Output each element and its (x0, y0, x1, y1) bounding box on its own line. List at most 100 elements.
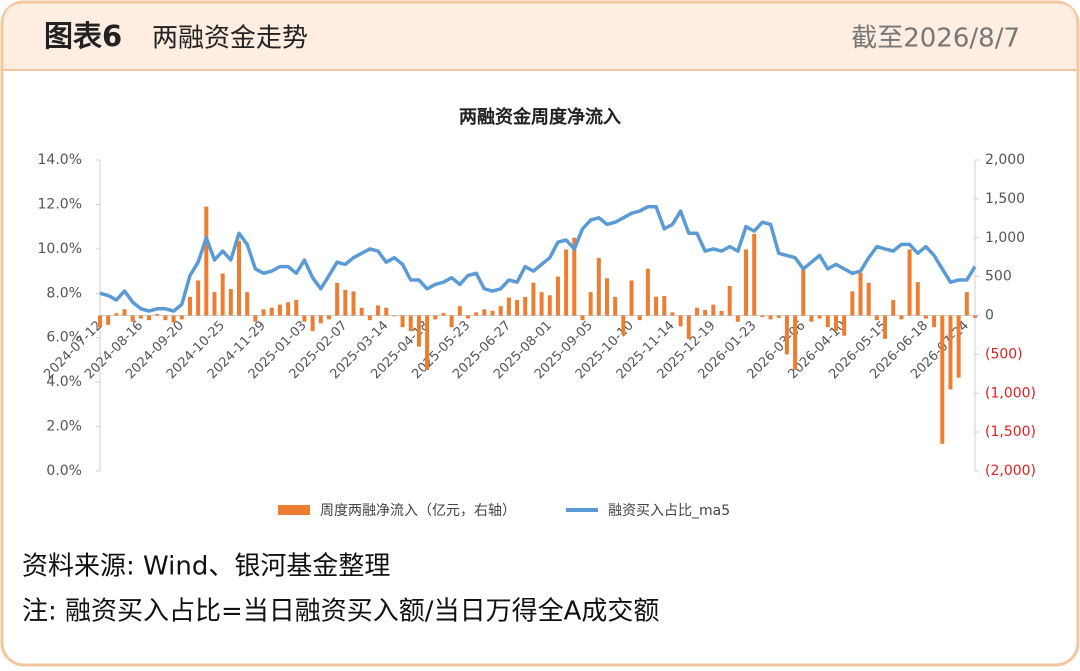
bar (973, 315, 977, 318)
bar (474, 312, 479, 316)
bar (163, 315, 168, 321)
bar (531, 282, 536, 316)
bar (588, 292, 593, 316)
bar (286, 302, 291, 316)
bar (956, 315, 961, 378)
header-date: 截至2026/8/7 (851, 24, 1020, 54)
bar (686, 315, 691, 339)
source-note: 资料来源: Wind、银河基金整理 (22, 552, 390, 582)
bar (98, 315, 102, 328)
bar (850, 291, 855, 316)
definition-note: 注: 融资买入占比=当日融资买入额/当日万得全A成交额 (22, 597, 659, 627)
bar (367, 315, 372, 321)
bar (253, 315, 258, 322)
bar (883, 315, 888, 339)
y-tick-label: 12.0% (38, 196, 82, 212)
y2-tick-label: 0 (985, 308, 994, 324)
bar (801, 268, 806, 316)
bar (106, 315, 111, 325)
bar (187, 296, 192, 316)
bar (539, 292, 544, 316)
bar (114, 313, 119, 316)
bar (155, 313, 160, 316)
y2-tick-label: (2,000) (985, 463, 1036, 479)
bar (629, 280, 634, 316)
bar (842, 315, 847, 336)
bar (654, 296, 659, 316)
bar (719, 310, 724, 316)
bar (326, 315, 331, 320)
bar (932, 315, 937, 328)
bar (694, 307, 699, 316)
line (99, 204, 977, 313)
bar (703, 310, 708, 316)
header-title: 两融资金走势 (152, 24, 308, 54)
bar (670, 312, 675, 316)
y-tick-label: 6.0% (46, 330, 82, 346)
y2-tick-label: (500) (985, 346, 1023, 362)
y-tick-label: 0.0% (46, 463, 82, 479)
bar (384, 307, 389, 316)
legend-swatch (278, 505, 310, 515)
bar (465, 315, 470, 319)
bar (515, 299, 520, 316)
bar (874, 315, 879, 321)
bar (400, 315, 405, 328)
bar (784, 315, 789, 355)
bar (269, 307, 274, 316)
bar (923, 315, 928, 319)
bar (744, 249, 749, 316)
legend-label: 融资买入占比_ma5 (608, 503, 730, 519)
bar (809, 315, 814, 322)
bar (711, 304, 716, 316)
bar (245, 292, 250, 316)
bar (866, 282, 871, 316)
bar (523, 296, 528, 316)
bar (637, 315, 642, 321)
bar (449, 315, 454, 328)
bar (833, 315, 838, 332)
bar (768, 315, 773, 320)
y-tick-label: 14.0% (38, 152, 82, 168)
bar (899, 315, 904, 320)
bar (596, 257, 601, 316)
y2-tick-label: (1,500) (985, 424, 1036, 440)
bar (130, 315, 135, 322)
bar (343, 289, 348, 316)
y2-tick-label: 500 (985, 269, 1012, 285)
bar (416, 315, 421, 347)
figure-number: 图表6 (44, 19, 122, 53)
bar (580, 315, 585, 321)
bar (441, 313, 446, 316)
y2-tick-label: (1,000) (985, 385, 1036, 401)
bar (907, 249, 912, 316)
bar (964, 292, 969, 316)
bar (490, 310, 495, 316)
bar (433, 315, 438, 320)
y-tick-label: 4.0% (46, 374, 82, 390)
bar (793, 315, 798, 370)
bar (359, 307, 364, 316)
bar (564, 249, 569, 316)
bar (147, 315, 152, 321)
bar (212, 292, 217, 316)
bar (376, 305, 381, 316)
bar (506, 297, 511, 316)
bar (735, 315, 740, 322)
bar (572, 237, 577, 316)
bar (392, 315, 397, 317)
bar (948, 315, 953, 390)
bar (457, 306, 462, 316)
bar (555, 276, 560, 316)
bar (408, 315, 413, 332)
bar (498, 306, 503, 316)
y2-tick-label: 2,000 (985, 152, 1025, 168)
bar (237, 240, 242, 316)
bar (891, 299, 896, 316)
bar (817, 315, 822, 319)
chart-title: 两融资金周度净流入 (459, 106, 621, 128)
bar (196, 280, 201, 316)
bar (228, 289, 233, 316)
bar (621, 315, 626, 335)
